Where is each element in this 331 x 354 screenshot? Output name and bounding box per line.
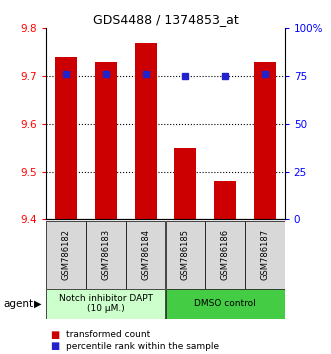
Bar (254, 62, 276, 219)
Bar (135, 42, 157, 219)
Text: Notch inhibitor DAPT
(10 μM.): Notch inhibitor DAPT (10 μM.) (59, 294, 153, 313)
Text: GSM786187: GSM786187 (260, 229, 269, 280)
Text: ■: ■ (50, 341, 59, 351)
Bar (55, 57, 77, 219)
Bar (214, 181, 236, 219)
Text: GSM786183: GSM786183 (101, 229, 111, 280)
Bar (166, 289, 285, 319)
Bar (46, 221, 86, 289)
Text: DMSO control: DMSO control (194, 299, 256, 308)
Bar (245, 221, 285, 289)
Bar (126, 221, 166, 289)
Text: percentile rank within the sample: percentile rank within the sample (66, 342, 219, 351)
Bar (46, 289, 166, 319)
Bar (205, 221, 245, 289)
Text: transformed count: transformed count (66, 330, 151, 339)
Bar (86, 221, 126, 289)
Text: ■: ■ (50, 330, 59, 339)
Text: ▶: ▶ (34, 298, 42, 309)
Text: agent: agent (3, 298, 33, 309)
Bar (95, 62, 117, 219)
Bar (166, 221, 205, 289)
Title: GDS4488 / 1374853_at: GDS4488 / 1374853_at (93, 13, 238, 26)
Text: GSM786185: GSM786185 (181, 229, 190, 280)
Text: GSM786186: GSM786186 (220, 229, 230, 280)
Text: GSM786182: GSM786182 (62, 229, 71, 280)
Text: GSM786184: GSM786184 (141, 229, 150, 280)
Bar (174, 148, 196, 219)
